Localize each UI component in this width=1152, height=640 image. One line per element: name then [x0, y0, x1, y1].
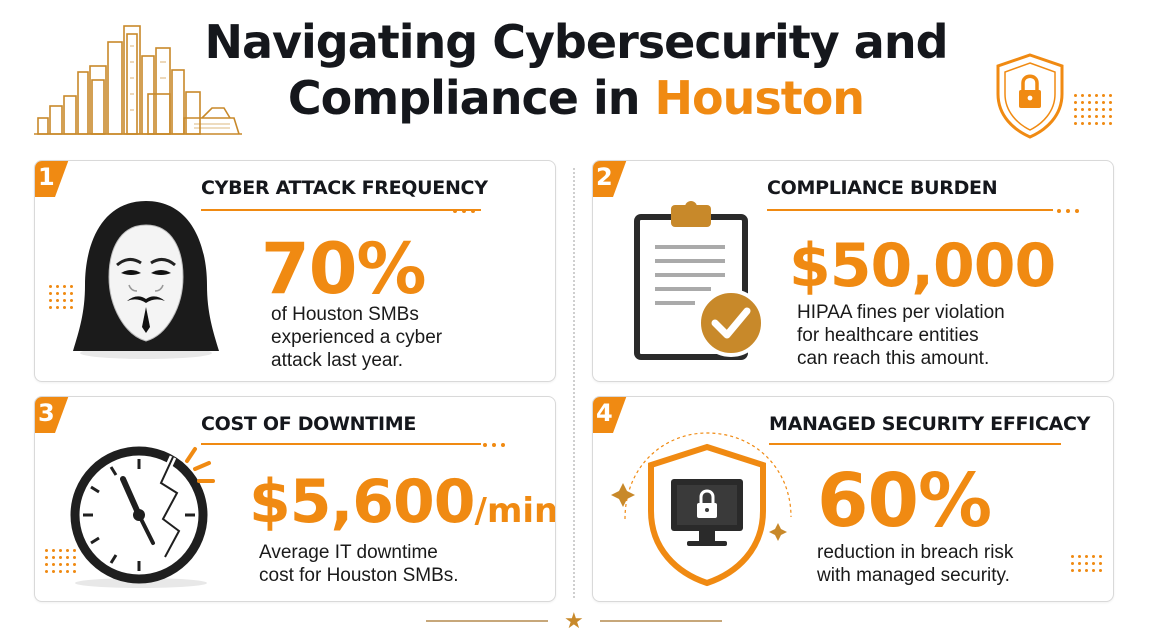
heading-rule	[201, 443, 481, 445]
card-number-badge: 2	[593, 161, 627, 197]
stat-value: $50,000	[789, 231, 1056, 301]
card-heading: COST OF DOWNTIME	[201, 413, 416, 435]
decorative-dots	[1074, 94, 1112, 125]
decorative-dots	[1071, 555, 1102, 572]
card-number-badge: 3	[35, 397, 69, 433]
title-accent-houston: Houston	[654, 71, 865, 125]
bottom-divider-left	[426, 620, 548, 622]
stat-value: 70%	[261, 228, 427, 310]
title-line-2-prefix: Compliance in	[287, 71, 655, 125]
page-title: Navigating Cybersecurity and Compliance …	[0, 14, 1152, 126]
houston-skyline-icon	[34, 25, 242, 135]
card-heading: COMPLIANCE BURDEN	[767, 177, 998, 199]
card-heading: MANAGED SECURITY EFFICACY	[769, 413, 1091, 435]
card-number-badge: 1	[35, 161, 69, 197]
decorative-dots	[45, 549, 76, 573]
shield-monitor-lock-icon	[611, 432, 792, 587]
broken-clock-icon	[70, 446, 215, 588]
card-managed-security-efficacy: 4 MANAGED SECURITY EFFICACY 60% reductio…	[592, 396, 1114, 602]
rule-dots	[453, 209, 475, 213]
title-line-1: Navigating Cybersecurity and	[204, 15, 948, 69]
stat-description: reduction in breach risk with managed se…	[817, 542, 1014, 586]
stat-description: of Houston SMBs experienced a cyber atta…	[271, 304, 443, 371]
card-compliance-burden: 2 COMPLIANCE BURDEN $50,000 HIPAA fines …	[592, 160, 1114, 382]
hacker-mask-icon	[73, 201, 219, 359]
heading-rule	[769, 443, 1061, 445]
clipboard-check-icon	[634, 201, 765, 360]
card-heading: CYBER ATTACK FREQUENCY	[201, 177, 488, 199]
stat-description: HIPAA fines per violation for healthcare…	[797, 302, 1005, 369]
card-cost-of-downtime: 3 COST OF DOWNTIME $5,600/min Average IT…	[34, 396, 556, 602]
shield-lock-icon	[996, 53, 1064, 139]
stat-unit: /min	[474, 491, 556, 531]
stat-description: Average IT downtime cost for Houston SMB…	[259, 542, 459, 586]
bottom-divider-right	[600, 620, 722, 622]
stat-value: $5,600/min	[249, 467, 556, 546]
title-line-2: Compliance in Houston	[0, 70, 1152, 126]
decorative-dots	[49, 285, 73, 309]
heading-rule	[767, 209, 1053, 211]
rule-dots	[483, 443, 505, 447]
card-cyber-attack-frequency: 1 CYBER ATTACK FREQUENCY 70% of Houston …	[34, 160, 556, 382]
stat-value: 60%	[817, 458, 992, 544]
star-icon: ★	[564, 608, 584, 633]
heading-rule	[201, 209, 481, 211]
rule-dots	[1057, 209, 1079, 213]
center-divider	[573, 168, 575, 598]
card-number-badge: 4	[593, 397, 627, 433]
